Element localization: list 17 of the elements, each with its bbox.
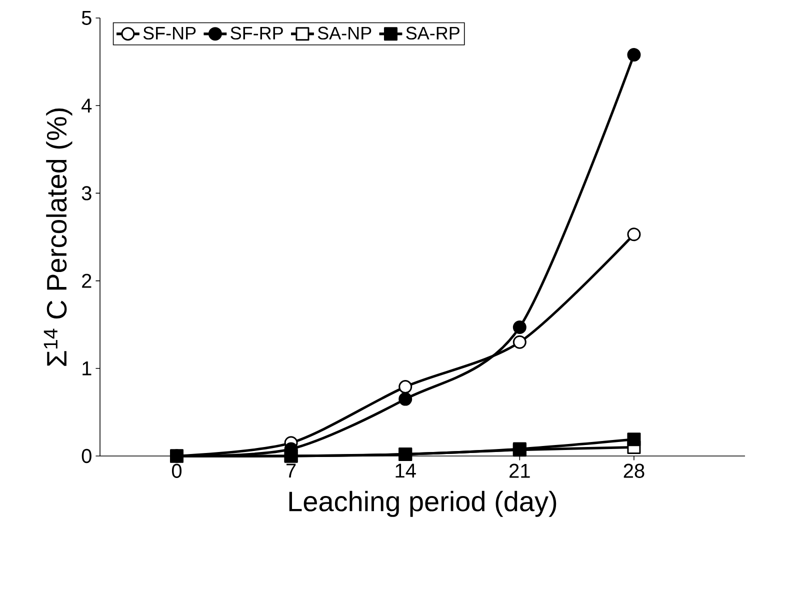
y-tick-label: 5 [82,11,92,25]
x-axis-title: Leaching period (day) [289,490,556,517]
y-tick-label: 3 [82,186,92,200]
legend-label: SA-NP [318,26,372,40]
legend-label: SF-NP [143,26,196,40]
y-axis-title: Σ$^{14}$ C Percolated (%) [44,108,72,366]
x-tick-label: 28 [624,464,644,478]
x-tick-label: 21 [510,464,530,478]
y-tick-label: 1 [82,362,92,376]
legend-label: SA-RP [406,26,460,40]
y-tick-label: 2 [82,274,92,288]
x-tick-label: 7 [286,464,296,478]
y-tick-label: 4 [82,98,92,112]
x-tick-label: 14 [396,464,416,478]
legend-label: SF-RP [230,26,283,40]
y-tick-label: 0 [82,448,92,464]
x-tick-label: 0 [172,464,182,478]
